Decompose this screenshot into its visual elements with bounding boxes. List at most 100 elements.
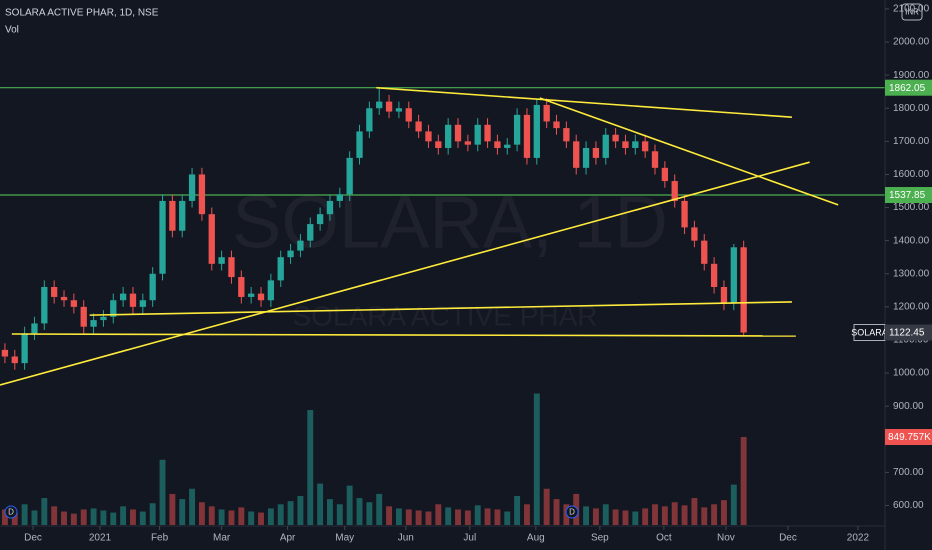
candle-body [41,286,48,324]
candle-body [119,293,127,301]
candle-body [435,141,442,148]
volume-bar [652,504,658,525]
symbol-tag-label: SOLARA [851,327,888,337]
volume-bar [208,506,215,525]
currency-badge[interactable] [901,3,923,21]
candle-body [622,141,629,148]
candle-body [691,227,698,241]
volume-bar [730,484,737,525]
dividend-text[interactable]: D [8,508,14,517]
y-tick-label: 1900.00 [893,70,930,81]
y-tick-label: 1700.00 [893,136,930,147]
volume-bar [356,498,363,525]
dividend-circle[interactable] [565,505,579,519]
candle-body [198,174,206,215]
volume-bar [297,496,304,525]
volume-bar [425,511,432,525]
candle-body [31,323,38,334]
candle-body [208,214,215,264]
candle-body [405,108,412,122]
last-volume-label: 849.757K [888,432,931,443]
dividend-text[interactable]: D [569,508,575,517]
candle-body [159,200,166,274]
x-tick-label: Sep [591,533,609,544]
volume-bar [258,512,264,525]
volume-bar [405,509,412,525]
candle-body [445,124,452,148]
volume-bar [11,512,18,525]
volume-bar [149,503,156,525]
candle-body [248,293,255,297]
candle-body [60,296,68,301]
dividend-marker[interactable]: D [4,505,18,519]
candle-body [326,200,334,215]
volume-bar [317,483,324,525]
candle-body [188,174,196,201]
x-tick-label: May [335,533,354,544]
candle-body [651,151,659,168]
watermark-name: SOLARA ACTIVE PHAR [293,300,598,331]
y-tick-label: 1800.00 [893,103,930,114]
volume-bar [671,502,678,525]
volume-bar [494,509,501,525]
volume-bar [267,508,274,525]
level-price-label: 1537.85 [889,190,926,201]
candle-body [376,101,383,109]
volume-bar [691,498,698,525]
volume-bar [445,507,452,525]
candle-body [11,356,18,364]
candle-body [100,316,107,321]
y-tick-label: 2100.00 [893,4,930,15]
volume-bar [524,504,530,525]
candle-body [385,101,393,112]
volume-bar [287,501,294,525]
watermark-symbol: SOLARA, 1D [232,181,668,264]
volume-bar [80,509,87,525]
currency-text[interactable]: INR [905,8,919,17]
dividend-circle[interactable] [4,505,18,519]
candle-body [504,144,511,148]
x-tick-label: Dec [24,533,42,544]
volume-bar [90,508,97,525]
volume-bar [376,493,383,525]
candle-body [80,306,87,327]
last-volume-tag [885,429,932,446]
y-tick-label: 1400.00 [893,235,930,246]
volume-bar [120,506,127,525]
candle-body [21,333,28,364]
dividend-marker[interactable]: D [565,505,579,519]
candle-body [612,134,619,142]
level-price-tag [885,79,932,96]
candle-body [218,257,225,264]
y-tick-label: 600.00 [893,500,924,511]
candle-body [474,124,481,145]
volume-bar [435,504,442,525]
volume-bar [110,512,117,525]
y-tick-label: 900.00 [893,401,924,412]
volume-bar [70,513,77,525]
volume-bar [622,510,629,525]
volume-bar [139,511,146,525]
volume-bar [21,504,28,525]
candle-body [277,257,284,281]
volume-bar [711,504,718,525]
x-tick-label: Mar [213,533,231,544]
candle-body [661,167,669,182]
volume-bar [169,493,176,525]
volume-bar [51,506,58,525]
candle-body [307,224,314,241]
candle-body [316,214,324,225]
volume-bar [395,508,402,525]
volume-bar [277,504,284,525]
volume-bar [612,509,619,525]
candle-body [238,277,245,297]
y-tick-label: 2000.00 [893,37,930,48]
candle-body [336,194,343,201]
volume-bar [592,508,599,525]
trendline [11,333,796,337]
symbol-title: SOLARA ACTIVE PHAR, 1D, NSE [5,8,159,19]
candle-body [592,147,600,158]
y-tick-label: 1600.00 [893,169,930,180]
volume-bar [1,509,8,525]
